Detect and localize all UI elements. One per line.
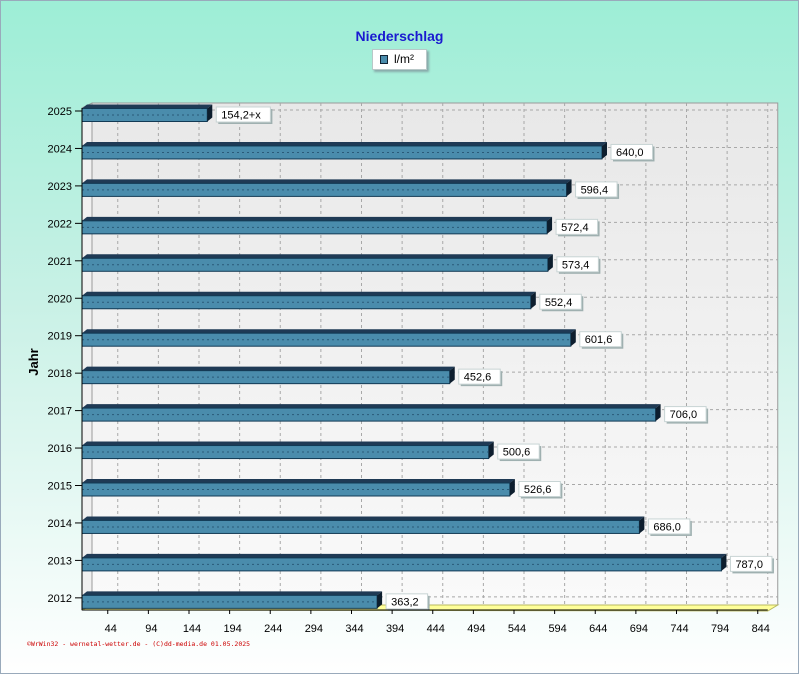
bar-side: [721, 553, 727, 571]
legend-swatch: [380, 55, 388, 64]
value-label: 500,6: [503, 447, 531, 459]
y-tick-label: 2020: [48, 293, 72, 305]
value-label: 573,4: [562, 259, 590, 271]
x-tick-label: 794: [711, 623, 729, 635]
value-label: 596,4: [581, 184, 609, 196]
bar-side: [547, 216, 553, 234]
x-tick-label: 244: [264, 623, 282, 635]
y-tick-label: 2021: [48, 256, 72, 268]
x-tick-label: 844: [752, 623, 770, 635]
y-tick-label: 2023: [48, 181, 72, 193]
bar-side: [570, 329, 576, 347]
value-label: 601,6: [585, 334, 613, 346]
value-label-box: [610, 143, 653, 160]
x-tick-label: 94: [145, 623, 157, 635]
bar-side: [377, 591, 383, 609]
bar-top: [82, 553, 727, 558]
value-label: 787,0: [735, 559, 763, 571]
y-tick-label: 2017: [48, 406, 72, 418]
bar-top: [82, 591, 383, 596]
value-label-box: [664, 406, 707, 423]
bar-top: [82, 441, 494, 446]
value-label-box: [385, 593, 429, 610]
y-tick-label: 2025: [48, 106, 72, 118]
value-label: 552,4: [545, 297, 573, 309]
bar-side: [655, 404, 661, 422]
x-tick-label: 494: [467, 623, 485, 635]
y-tick-label: 2012: [48, 593, 72, 605]
bar: [81, 482, 511, 497]
y-tick-label: 2024: [48, 143, 72, 155]
x-tick-label: 194: [223, 623, 241, 635]
value-label-box: [556, 256, 599, 273]
value-label: 363,2: [391, 596, 419, 608]
bar-side: [566, 179, 572, 197]
y-tick-label: 2015: [48, 481, 72, 493]
value-label: 452,6: [464, 372, 492, 384]
x-tick-label: 294: [305, 623, 323, 635]
bar-side: [488, 441, 494, 459]
value-label: 526,6: [524, 484, 552, 496]
value-label: 686,0: [653, 521, 681, 533]
x-tick-label: 394: [386, 623, 404, 635]
x-tick-label: 594: [548, 623, 566, 635]
value-label-box: [497, 443, 540, 460]
x-tick-label: 444: [427, 623, 445, 635]
value-label-box: [555, 218, 599, 235]
bar-top: [82, 366, 455, 371]
value-label-box: [518, 481, 561, 497]
bar-side: [509, 479, 515, 496]
legend: l/m²: [372, 49, 427, 70]
y-tick-label: 2022: [48, 218, 72, 230]
bar-top: [82, 479, 515, 483]
y-tick-label: 2018: [48, 368, 72, 380]
bar-side: [639, 516, 645, 534]
value-label: 154,2+x: [221, 110, 261, 122]
y-tick-label: 2014: [48, 518, 72, 530]
x-tick-label: 544: [508, 623, 526, 635]
value-label-box: [579, 331, 622, 348]
value-label-box: [575, 181, 618, 198]
x-tick-label: 144: [183, 623, 201, 635]
y-tick-label: 2016: [48, 443, 72, 455]
y-tick-label: 2013: [48, 555, 72, 567]
bar-side: [602, 141, 607, 159]
value-label-box: [539, 293, 582, 310]
bar-top: [82, 329, 576, 334]
bar-top: [82, 254, 553, 259]
bar-top: [82, 291, 536, 296]
x-tick-label: 744: [670, 623, 688, 635]
bar: [81, 519, 640, 534]
bar-top: [82, 216, 553, 221]
bar-side: [547, 254, 553, 272]
bar-top: [82, 179, 572, 184]
legend-label: l/m²: [394, 52, 414, 66]
bar-top: [82, 104, 213, 109]
value-label: 572,4: [561, 222, 589, 234]
bar-side: [449, 366, 455, 384]
value-label-box: [729, 555, 773, 572]
x-tick-label: 344: [345, 623, 363, 635]
value-label-box: [647, 518, 691, 535]
bar-side: [530, 291, 536, 309]
footer-credit: ©WrWin32 - wernetal-wetter.de - (C)dd-me…: [27, 640, 251, 648]
bar-top: [82, 404, 661, 409]
y-tick-label: 2019: [48, 331, 72, 343]
value-label-box: [458, 368, 501, 385]
x-tick-label: 44: [105, 623, 117, 635]
bar-top: [82, 516, 645, 521]
chart-title: Niederschlag: [355, 28, 444, 44]
bar-side: [207, 104, 213, 122]
value-label: 640,0: [616, 147, 644, 159]
bar-top: [82, 141, 607, 146]
value-label: 706,0: [670, 409, 698, 421]
value-label-box: [215, 106, 271, 123]
x-tick-label: 694: [630, 623, 648, 635]
x-tick-label: 644: [589, 623, 607, 635]
